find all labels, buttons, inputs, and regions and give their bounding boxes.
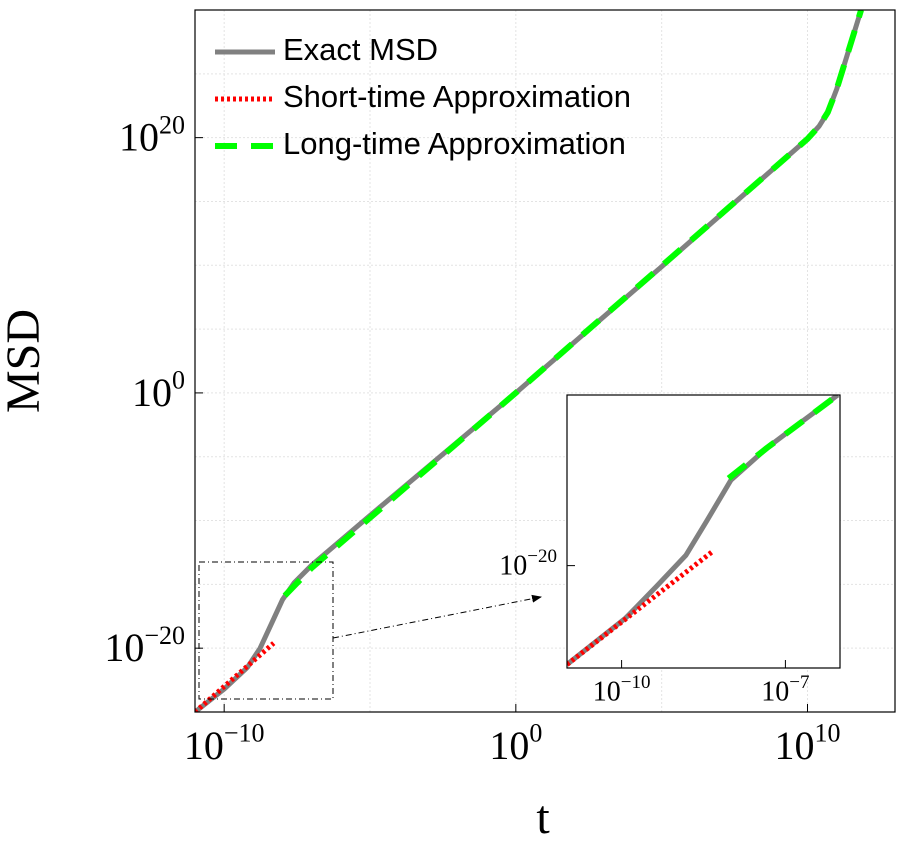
line (282, 10, 864, 598)
line (567, 550, 714, 667)
x-tick-label: 10−7 (761, 673, 809, 709)
legend-label: Long-time Approximation (283, 126, 626, 161)
zoom-arrow (332, 594, 542, 639)
axes-box (194, 9, 896, 713)
plot-area (567, 395, 840, 667)
legend-label: Short-time Approximation (283, 79, 631, 114)
x-axis-label: t (536, 791, 550, 844)
y-tick-label: 1020 (119, 110, 185, 160)
x-tick-label: 100 (489, 719, 542, 769)
x-tick-label: 10−10 (593, 673, 651, 709)
x-tick-label: 1010 (775, 719, 841, 769)
y-tick-label: 100 (132, 366, 185, 416)
inset-background (567, 395, 840, 668)
line (726, 395, 840, 481)
y-axis-label: MSD (0, 309, 50, 413)
axes-box (566, 394, 841, 669)
plot-area (195, 10, 864, 712)
zoom-box (198, 561, 334, 700)
y-tick-label: 10−20 (104, 621, 185, 671)
legend-label: Exact MSD (283, 32, 438, 67)
y-tick-label: 10−20 (499, 546, 557, 582)
x-tick-label: 10−10 (184, 719, 265, 769)
